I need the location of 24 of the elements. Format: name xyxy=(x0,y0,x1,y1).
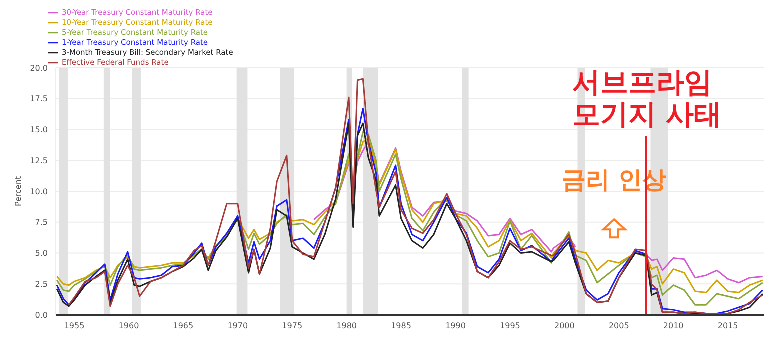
x-tick-label: 2000 xyxy=(554,322,575,331)
y-tick-label: 5.0 xyxy=(35,249,48,258)
x-tick-label: 1980 xyxy=(336,322,358,331)
x-tick-label: 1990 xyxy=(446,322,466,331)
x-tick-label: 1985 xyxy=(391,322,412,331)
y-tick-label: 10.0 xyxy=(30,187,48,196)
x-tick-label: 1970 xyxy=(228,322,248,331)
x-tick-label: 1965 xyxy=(173,322,194,331)
y-tick-label: 20.0 xyxy=(30,64,48,73)
ref-line-label: 서브프라임 모기지 사태 xyxy=(572,66,722,131)
y-tick-label: 17.5 xyxy=(30,94,48,104)
y-tick-label: 12.5 xyxy=(30,156,48,166)
x-tick-label: 2005 xyxy=(608,322,630,331)
y-tick-label: 2.5 xyxy=(35,280,48,289)
x-tick-label: 1960 xyxy=(118,322,140,331)
y-tick-label: 7.5 xyxy=(35,218,48,228)
x-tick-label: 2010 xyxy=(663,322,684,331)
x-tick-label: 2015 xyxy=(718,322,738,331)
y-tick-label: 0.0 xyxy=(35,310,48,320)
x-tick-label: 1975 xyxy=(282,322,303,331)
y-tick-label: 15.0 xyxy=(30,126,48,135)
x-tick-label: 1955 xyxy=(64,322,85,331)
y-axis-title: Percent xyxy=(14,176,23,207)
x-tick-label: 1995 xyxy=(500,322,520,331)
